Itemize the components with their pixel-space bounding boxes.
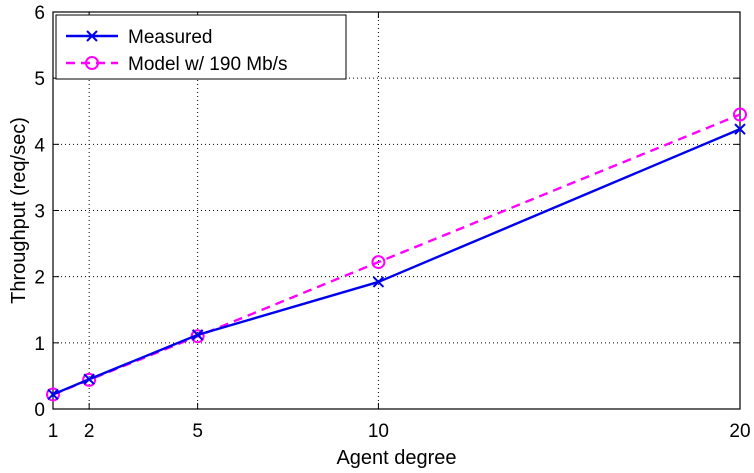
data-point <box>372 276 385 288</box>
legend-marker-glyph <box>86 30 98 42</box>
data-point <box>46 387 60 402</box>
y-tick-label: 5 <box>34 69 45 90</box>
y-tick-label: 2 <box>34 268 45 289</box>
y-tick-label: 0 <box>34 400 45 421</box>
legend-marker-model <box>85 56 99 70</box>
data-point <box>371 255 386 270</box>
series-measured <box>47 123 746 401</box>
legend-marker-glyph <box>85 56 99 70</box>
data-point <box>734 123 746 135</box>
data-point <box>83 373 95 385</box>
data-point <box>191 329 204 341</box>
y-axis-label: Throughput (req/sec) <box>8 117 30 304</box>
legend-label-model: Model w/ 190 Mb/s <box>128 54 287 75</box>
data-point <box>47 388 59 401</box>
x-tick-label: 10 <box>368 421 389 442</box>
y-tick-label: 3 <box>34 202 45 223</box>
series-line <box>52 128 741 396</box>
x-tick-label: 1 <box>48 421 59 442</box>
x-tick-label: 2 <box>84 421 95 442</box>
y-tick-label: 1 <box>34 334 45 355</box>
y-tick-label: 4 <box>34 135 45 156</box>
x-axis-label: Agent degree <box>336 447 456 469</box>
x-tick-label: 5 <box>192 421 203 442</box>
series-group <box>46 107 747 402</box>
legend-label-measured: Measured <box>128 27 213 48</box>
data-point <box>82 372 97 387</box>
y-tick-label: 6 <box>34 3 45 24</box>
legend-box <box>55 14 347 80</box>
legend: Measured Model w/ 190 Mb/s <box>55 14 347 80</box>
series-model <box>46 107 747 402</box>
data-point <box>733 107 747 122</box>
x-tick-label: 20 <box>729 421 750 442</box>
legend-marker-measured <box>86 30 98 42</box>
grid <box>53 12 740 409</box>
